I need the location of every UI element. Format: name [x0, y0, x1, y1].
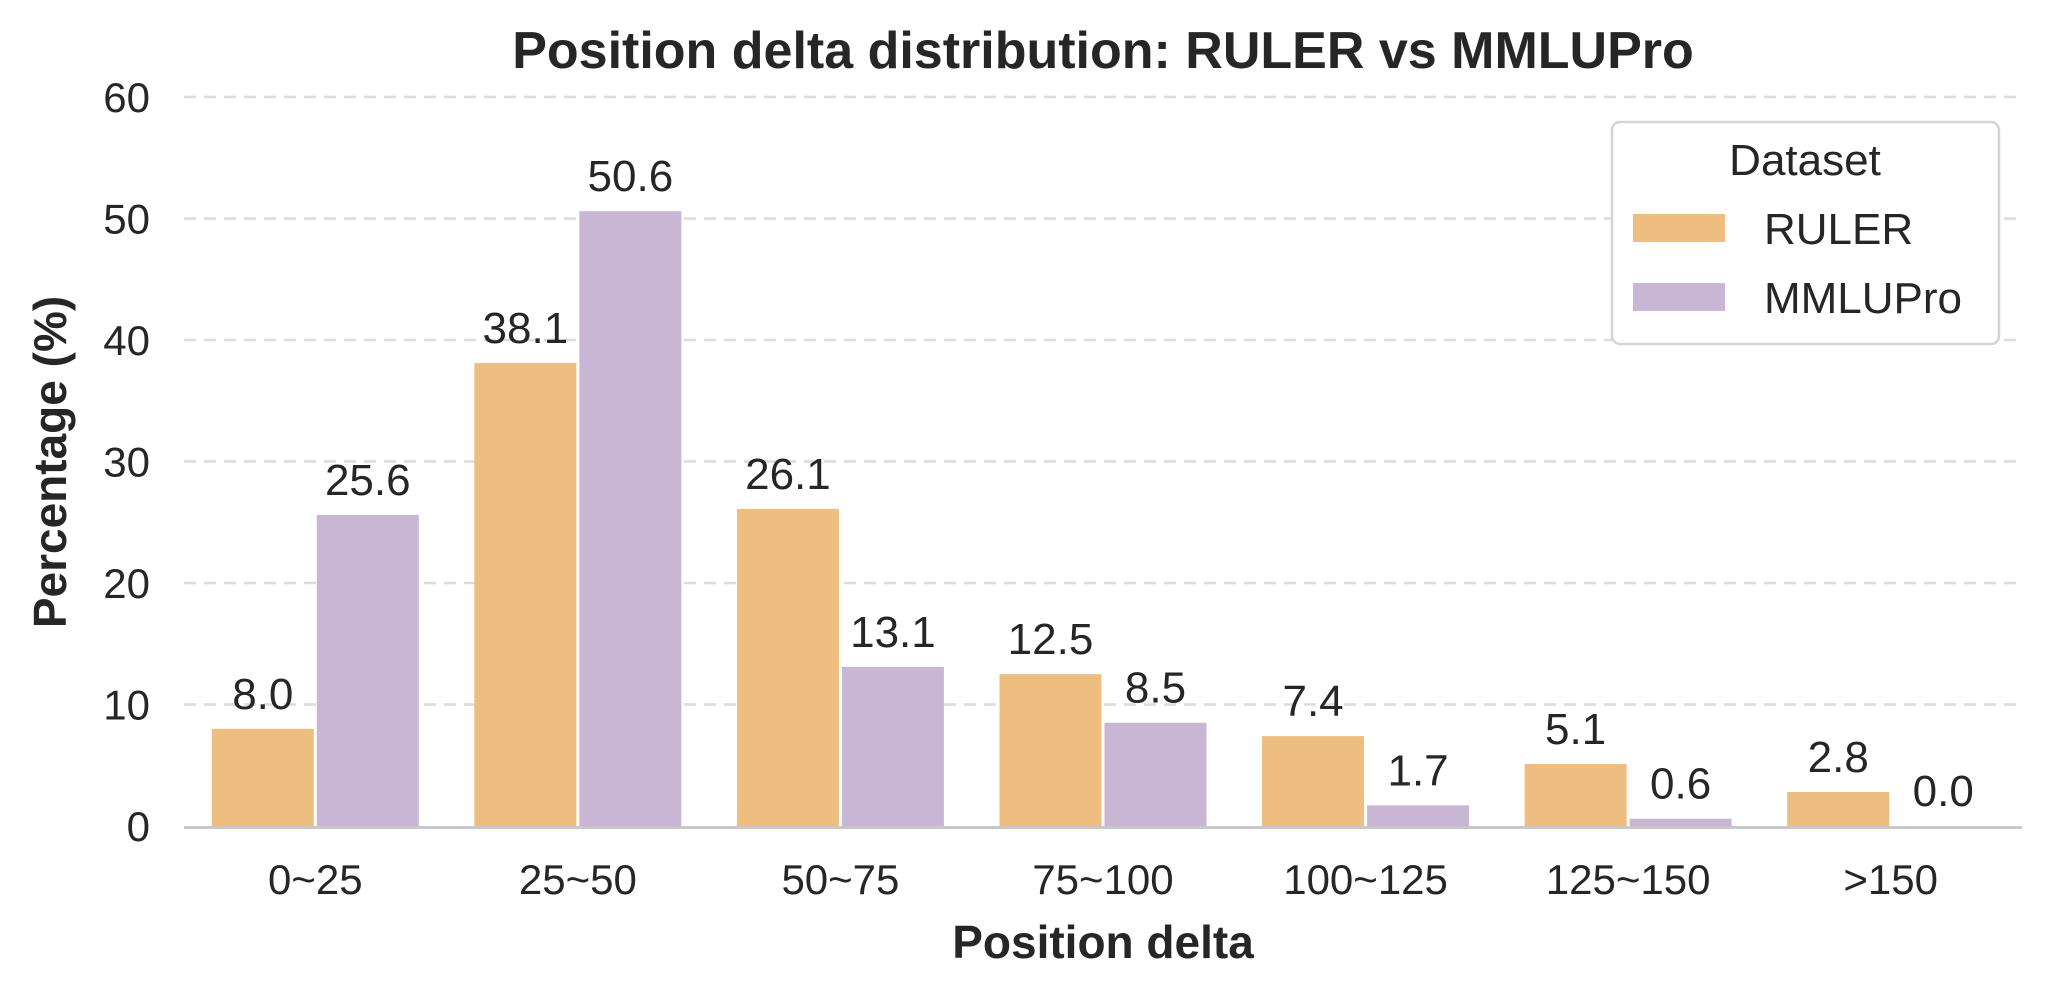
x-tick-label: 125~150	[1546, 856, 1711, 903]
bar-value-label-ruler: 2.8	[1808, 733, 1869, 782]
bar-mmlupro	[841, 666, 944, 826]
bar-mmlupro	[1629, 818, 1732, 826]
x-axis-ticks: 0~25 25~50 50~75 75~100 100~125 125~150 >150	[268, 856, 1938, 903]
legend-label-mmlupro: MMLUPro	[1764, 274, 1962, 323]
y-tick-label: 50	[103, 196, 150, 243]
bar-ruler	[999, 674, 1102, 826]
legend: Dataset RULER MMLUPro	[1610, 120, 2001, 346]
chart-title: Position delta distribution: RULER vs MM…	[512, 22, 1694, 80]
bar-value-label-mmlupro: 8.5	[1125, 664, 1186, 713]
bar-mmlupro	[579, 211, 682, 826]
bar-value-label-ruler: 7.4	[1282, 677, 1343, 726]
bar-value-label-ruler: 38.1	[483, 304, 569, 353]
y-tick-label: 40	[103, 317, 150, 364]
bar-value-label-ruler: 26.1	[745, 450, 831, 499]
bar-value-label-mmlupro: 13.1	[850, 608, 936, 657]
x-axis-label: Position delta	[952, 916, 1254, 968]
x-tick-label: 50~75	[781, 856, 899, 903]
bar-ruler	[736, 508, 839, 826]
y-axis-ticks: 0 10 20 30 40 50 60	[103, 74, 150, 850]
legend-swatch-ruler	[1633, 214, 1725, 242]
y-axis-label: Percentage (%)	[24, 296, 76, 628]
x-tick-label: >150	[1843, 856, 1938, 903]
bar-ruler	[211, 728, 314, 826]
legend-label-ruler: RULER	[1764, 205, 1913, 254]
bar-mmlupro	[1367, 805, 1470, 826]
bar-mmlupro	[1104, 722, 1207, 826]
bar-value-label-mmlupro: 25.6	[325, 456, 411, 505]
legend-swatch-mmlupro	[1633, 283, 1725, 311]
bar-value-label-ruler: 8.0	[232, 670, 293, 719]
legend-title: Dataset	[1729, 136, 1881, 185]
y-tick-label: 0	[127, 803, 150, 850]
y-tick-label: 30	[103, 439, 150, 486]
bar-ruler	[1787, 791, 1890, 826]
bar-ruler	[474, 363, 577, 826]
bar-value-label-mmlupro: 0.0	[1913, 767, 1974, 816]
bars	[211, 211, 1890, 826]
x-tick-label: 25~50	[519, 856, 637, 903]
bar-value-labels: 8.0 25.6 38.1 50.6 26.1 13.1 12.5 8.5 7.4 1.7 5.1 0…	[232, 152, 1974, 816]
bar-mmlupro	[316, 514, 419, 826]
bar-value-label-ruler: 12.5	[1008, 615, 1094, 664]
bar-ruler	[1262, 736, 1365, 826]
bar-value-label-mmlupro: 50.6	[588, 152, 674, 201]
y-tick-label: 60	[103, 74, 150, 121]
y-tick-label: 20	[103, 560, 150, 607]
x-tick-label: 100~125	[1283, 856, 1448, 903]
bar-ruler	[1524, 764, 1627, 826]
y-tick-label: 10	[103, 682, 150, 729]
x-tick-label: 0~25	[268, 856, 363, 903]
bar-value-label-ruler: 5.1	[1545, 705, 1606, 754]
bar-value-label-mmlupro: 0.6	[1650, 760, 1711, 809]
bar-value-label-mmlupro: 1.7	[1387, 746, 1448, 795]
x-tick-label: 75~100	[1032, 856, 1173, 903]
